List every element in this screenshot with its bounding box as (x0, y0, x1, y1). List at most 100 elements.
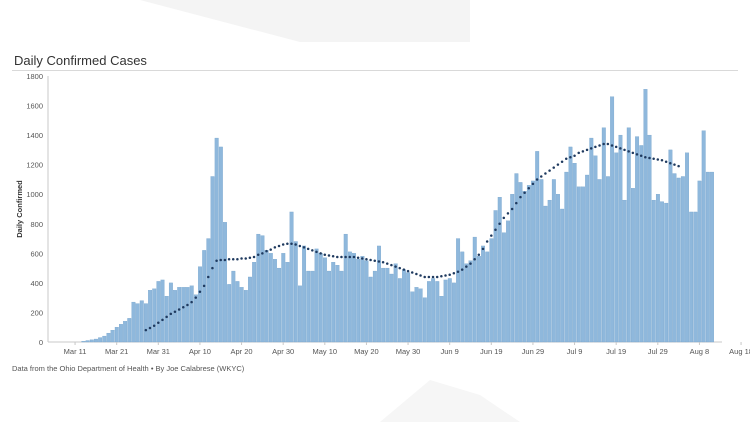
bar (651, 199, 656, 343)
avg-point (677, 164, 680, 168)
x-tick-label: Aug 8 (690, 347, 710, 356)
avg-point (190, 300, 193, 304)
y-tick-label: 600 (30, 249, 43, 258)
x-tick-label: May 20 (354, 347, 379, 356)
avg-point (340, 255, 343, 259)
bar (693, 211, 698, 343)
avg-point (398, 266, 401, 270)
bar (576, 186, 581, 343)
bar (385, 267, 390, 343)
bar (626, 127, 631, 343)
bar (89, 339, 94, 343)
bar (689, 211, 694, 343)
avg-point (207, 275, 210, 279)
avg-point (211, 266, 214, 270)
avg-point (419, 274, 422, 277)
bar (539, 179, 544, 343)
bar (672, 173, 677, 343)
y-tick-label: 1400 (26, 131, 43, 140)
bar (152, 288, 157, 343)
bar (655, 194, 660, 343)
avg-point (365, 257, 368, 261)
bar (468, 260, 473, 343)
avg-point (327, 254, 331, 257)
bar (110, 330, 115, 343)
avg-point (519, 195, 522, 199)
avg-point (306, 247, 310, 251)
avg-point (610, 144, 614, 147)
avg-point (157, 321, 160, 325)
bar (243, 290, 248, 343)
avg-point (240, 257, 243, 260)
bar (218, 146, 223, 343)
bar (352, 253, 356, 343)
bar (123, 321, 128, 343)
avg-point (556, 163, 560, 166)
bar (535, 151, 540, 343)
bar (377, 245, 381, 343)
avg-point (319, 252, 322, 255)
avg-point (336, 255, 339, 259)
bar (647, 134, 652, 343)
avg-point (148, 326, 152, 330)
bar (410, 291, 415, 343)
bar (160, 279, 165, 343)
avg-point (564, 157, 568, 161)
avg-point (469, 262, 472, 265)
bar (556, 194, 560, 343)
bar (506, 220, 510, 343)
avg-point (356, 256, 360, 260)
bar (139, 300, 144, 343)
y-tick-label: 0 (39, 338, 43, 347)
bar (489, 238, 494, 343)
bar (335, 265, 340, 343)
bar (560, 208, 565, 343)
bar (680, 176, 685, 343)
bar (356, 259, 361, 343)
avg-point (527, 187, 531, 190)
bar (427, 281, 431, 343)
bar (639, 145, 644, 343)
bar (422, 297, 427, 343)
bar (697, 180, 702, 343)
avg-point (598, 144, 601, 147)
bar (106, 332, 111, 343)
avg-point (348, 255, 352, 259)
bar (589, 137, 594, 343)
avg-point (165, 315, 168, 319)
bar (148, 290, 153, 343)
bar (510, 194, 515, 343)
avg-point (302, 246, 306, 249)
avg-point (498, 222, 501, 226)
bar (256, 233, 261, 343)
bar (360, 256, 365, 343)
y-axis-label: Daily Confirmed (15, 180, 24, 238)
avg-point (494, 228, 497, 231)
avg-point (194, 296, 198, 299)
source-caption: Data from the Ohio Department of Health … (12, 364, 245, 373)
avg-point (644, 156, 647, 159)
avg-point (144, 328, 148, 332)
avg-point (614, 145, 618, 149)
bar (593, 155, 598, 343)
avg-point (535, 178, 539, 181)
avg-point (269, 248, 272, 251)
x-tick-label: Jul 29 (648, 347, 668, 356)
avg-point (481, 247, 485, 251)
avg-point (431, 275, 435, 279)
bar (668, 149, 673, 343)
avg-point (256, 253, 260, 257)
avg-point (606, 142, 610, 146)
bar (476, 256, 481, 343)
bar (381, 267, 386, 343)
avg-point (381, 260, 385, 264)
avg-point (548, 169, 551, 172)
avg-point (215, 259, 218, 262)
bar (268, 253, 273, 343)
avg-point (161, 318, 164, 322)
avg-point (198, 290, 202, 294)
bar (235, 281, 240, 343)
avg-point (589, 147, 593, 150)
bar (327, 270, 332, 343)
avg-point (290, 242, 293, 245)
